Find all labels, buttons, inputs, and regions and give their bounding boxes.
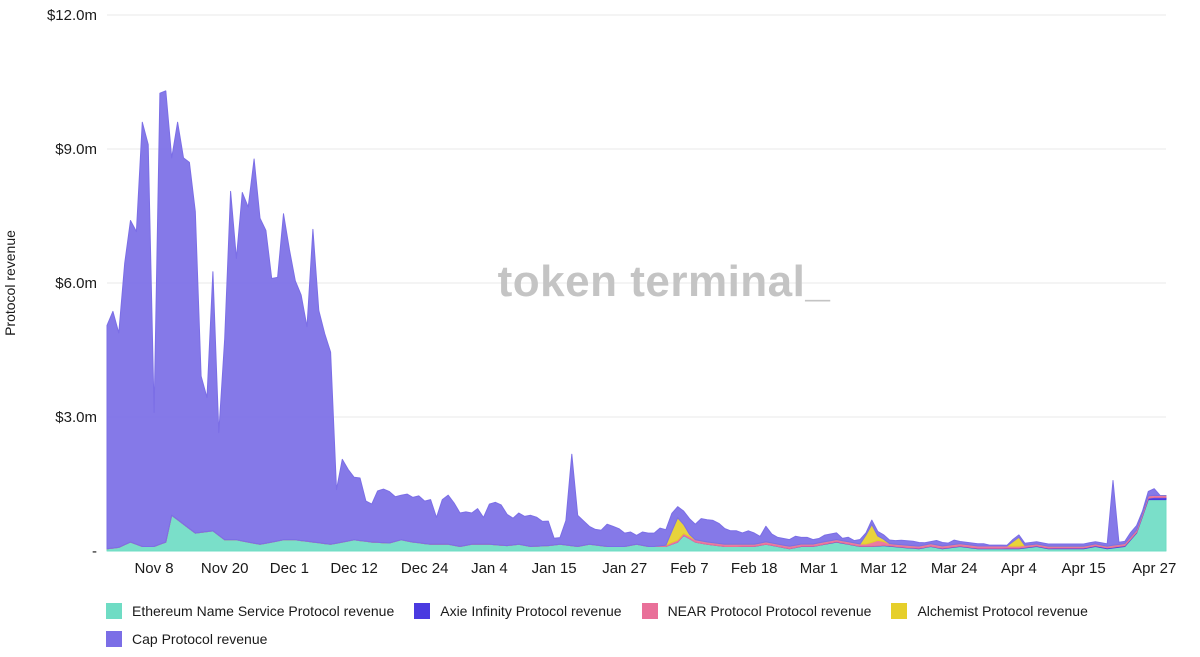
x-tick-label: Apr 4 bbox=[1001, 560, 1037, 577]
legend-item[interactable]: Axie Infinity Protocol revenue bbox=[414, 602, 622, 620]
y-axis-label: Protocol revenue bbox=[2, 230, 18, 336]
y-tick-label: - bbox=[92, 543, 97, 560]
x-tick-label: Jan 15 bbox=[532, 560, 577, 577]
x-tick-label: Jan 4 bbox=[471, 560, 508, 577]
y-tick-label: $12.0m bbox=[47, 7, 97, 24]
y-tick-label: $6.0m bbox=[55, 275, 97, 292]
legend-swatch bbox=[641, 603, 658, 619]
legend-swatch bbox=[106, 631, 122, 647]
legend-swatch bbox=[106, 603, 122, 619]
stacked-area-chart: - $3.0m $6.0m $9.0m $12.0m Nov 8 Nov 20 Dec 1 D… bbox=[2, 7, 1176, 577]
x-tick-label: Nov 20 bbox=[201, 560, 249, 577]
x-tick-label: Feb 18 bbox=[731, 560, 778, 577]
x-tick-label: Apr 27 bbox=[1132, 560, 1176, 577]
y-axis-ticks: - $3.0m $6.0m $9.0m $12.0m bbox=[47, 7, 97, 560]
legend-label: Alchemist Protocol revenue bbox=[917, 603, 1088, 619]
x-tick-label: Dec 12 bbox=[330, 560, 378, 577]
x-tick-label: Mar 24 bbox=[931, 560, 978, 577]
legend-label: Ethereum Name Service Protocol revenue bbox=[132, 603, 395, 619]
legend-item[interactable]: NEAR Protocol Protocol revenue bbox=[641, 602, 872, 620]
area-series-4 bbox=[106, 90, 1167, 550]
watermark: token terminal_ bbox=[498, 257, 831, 306]
x-tick-label: Mar 1 bbox=[800, 560, 838, 577]
legend-label: Cap Protocol revenue bbox=[132, 631, 268, 647]
x-tick-label: Dec 24 bbox=[401, 560, 449, 577]
legend-label: NEAR Protocol Protocol revenue bbox=[667, 603, 872, 619]
area-series-group bbox=[106, 90, 1167, 552]
legend-item[interactable]: Ethereum Name Service Protocol revenue bbox=[106, 602, 394, 620]
x-tick-label: Feb 7 bbox=[670, 560, 708, 577]
legend-label: Axie Infinity Protocol revenue bbox=[440, 603, 622, 619]
y-tick-label: $3.0m bbox=[55, 409, 97, 426]
legend-swatch bbox=[414, 603, 431, 619]
legend-swatch bbox=[891, 603, 908, 619]
x-tick-label: Mar 12 bbox=[860, 560, 907, 577]
x-axis-ticks: Nov 8 Nov 20 Dec 1 Dec 12 Dec 24 Jan 4 Jan 15 J… bbox=[134, 560, 1176, 577]
x-tick-label: Apr 15 bbox=[1062, 560, 1106, 577]
y-tick-label: $9.0m bbox=[55, 141, 97, 158]
legend-item[interactable]: Cap Protocol revenue bbox=[106, 630, 267, 648]
legend-item[interactable]: Alchemist Protocol revenue bbox=[891, 602, 1088, 620]
x-tick-label: Dec 1 bbox=[270, 560, 309, 577]
legend: Ethereum Name Service Protocol revenue Ax… bbox=[106, 602, 1166, 648]
x-tick-label: Nov 8 bbox=[134, 560, 173, 577]
x-tick-label: Jan 27 bbox=[602, 560, 647, 577]
